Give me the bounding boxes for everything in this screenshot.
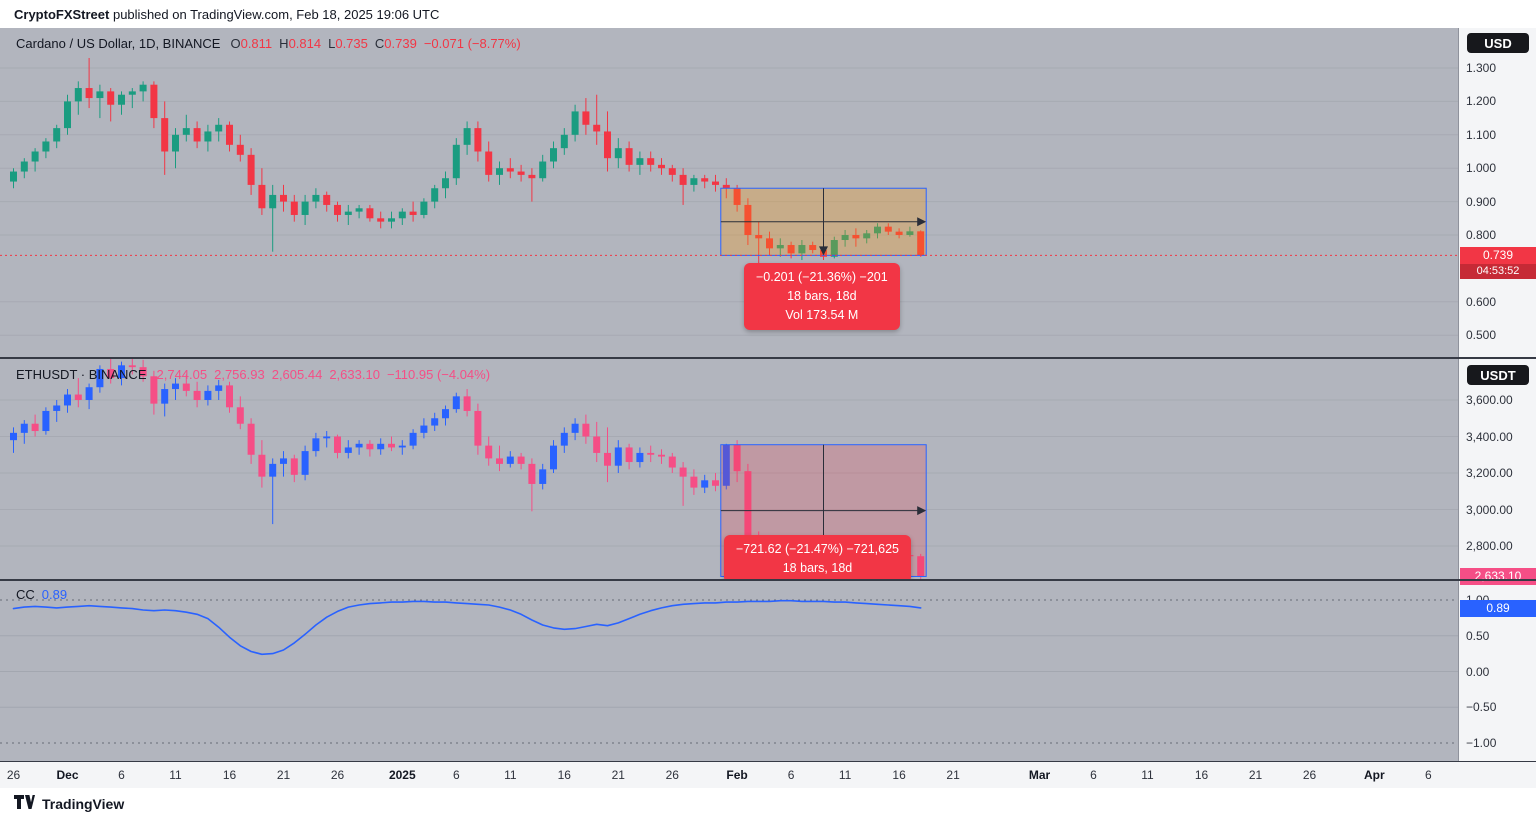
time-axis-label: Mar — [1028, 768, 1051, 782]
price-tick-label: 3,000.00 — [1466, 502, 1513, 517]
ada-change-value: −0.071 (−8.77%) — [423, 36, 521, 51]
time-axis-label: 16 — [557, 768, 571, 782]
attribution-author: CryptoFXStreet — [14, 6, 110, 22]
time-axis-label: 21 — [1248, 768, 1263, 782]
ada-price-pane[interactable]: Cardano / US Dollar, 1D, BINANCE O0.811 H0… — [0, 28, 1458, 357]
eth-price-pane[interactable]: ETHUSDT · BINANCE 2,744.05 2,756.93 2,605.4… — [0, 359, 1458, 579]
attribution-text: published on TradingView.com, Feb 18, 20… — [109, 6, 440, 22]
time-axis-label: Apr — [1363, 768, 1385, 782]
attribution-bar: CryptoFXStreet published on TradingView.… — [0, 0, 1536, 28]
price-tick-label: 1.300 — [1466, 61, 1497, 75]
footer-bar: TradingView — [0, 788, 1536, 820]
cc-indicator-value: 0.89 — [41, 587, 68, 602]
eth-last-price-badge: 2,633.10 — [1460, 568, 1536, 585]
time-axis-label: 6 — [787, 768, 795, 782]
time-axis-label: 6 — [452, 768, 460, 782]
price-tick-label: 1.100 — [1466, 127, 1497, 142]
time-axis-label: 26 — [1302, 768, 1317, 782]
time-axis-label: 21 — [946, 768, 960, 782]
price-tick-label: 3,600.00 — [1466, 393, 1513, 407]
time-axis-label: 11 — [504, 768, 517, 782]
correlation-line-chart[interactable] — [0, 581, 1458, 761]
time-axis-label: 11 — [1141, 768, 1154, 782]
price-tick-label: 0.800 — [1466, 228, 1497, 242]
time-axis-label: 11 — [169, 768, 182, 782]
ada-candlestick-chart[interactable] — [0, 28, 1458, 357]
ada-measure-change: −0.201 (−21.36%) −201 — [756, 270, 888, 284]
price-tick-label: 1.200 — [1466, 94, 1497, 109]
ada-close-value: 0.739 — [384, 36, 417, 51]
eth-change-value: −110.95 (−4.04%) — [386, 367, 491, 382]
ada-symbol-title[interactable]: Cardano / US Dollar, 1D, BINANCE — [16, 36, 221, 51]
eth-measure-bars: 18 bars, 18d — [782, 561, 853, 575]
price-tick-label: 0.500 — [1466, 328, 1497, 343]
ada-high-label: H — [279, 36, 289, 51]
eth-measure-tooltip: −721.62 (−21.47%) −721,625 18 bars, 18d — [724, 535, 911, 579]
ada-countdown-badge: 04:53:52 — [1460, 264, 1536, 279]
pane-divider[interactable] — [0, 357, 1536, 359]
ada-measure-tooltip: −0.201 (−21.36%) −201 18 bars, 18d Vol 1… — [744, 263, 900, 330]
time-axis-label: 16 — [1194, 768, 1209, 782]
eth-legend: ETHUSDT · BINANCE 2,744.05 2,756.93 2,605.4… — [16, 367, 497, 382]
eth-low-value: 2,605.44 — [271, 367, 323, 382]
ada-open-label: O — [230, 36, 241, 51]
price-scale[interactable]: USD USDT 0.739 04:53:52 2,633.10 0.89 1.… — [1458, 28, 1536, 761]
eth-symbol-title[interactable]: ETHUSDT · BINANCE — [16, 367, 147, 382]
eth-high-value: 2,756.93 — [214, 367, 265, 382]
eth-open-value: 2,744.05 — [156, 367, 208, 382]
eth-measure-change: −721.62 (−21.47%) −721,625 — [736, 542, 899, 556]
time-axis-label: 2025 — [388, 768, 416, 782]
time-axis-label: Dec — [56, 768, 79, 782]
pane-divider[interactable] — [0, 579, 1536, 581]
time-axis-label: 21 — [611, 768, 625, 782]
footer-brand-text[interactable]: TradingView — [42, 796, 125, 812]
ada-close-label: C — [374, 36, 385, 51]
price-tick-label: −1.00 — [1466, 736, 1497, 750]
time-axis-label: 11 — [838, 768, 852, 782]
ada-last-price-badge: 0.739 — [1460, 247, 1536, 264]
price-tick-label: 2,800.00 — [1466, 539, 1513, 553]
cc-indicator-title[interactable]: CC — [16, 587, 35, 602]
time-axis-label: 21 — [276, 768, 291, 782]
currency-badge-usd[interactable]: USD — [1467, 33, 1529, 53]
tradingview-logo-icon[interactable] — [14, 794, 35, 814]
cc-legend: CC 0.89 — [16, 587, 67, 602]
currency-badge-usdt[interactable]: USDT — [1467, 365, 1529, 385]
price-tick-label: 0.600 — [1466, 294, 1497, 309]
ada-high-value: 0.814 — [288, 36, 322, 51]
time-scale[interactable]: 26 Dec 6 11 16 21 26 2025 6 11 16 21 26 Feb 6 11 16 21 Mar… — [0, 761, 1536, 788]
ada-open-value: 0.811 — [240, 36, 273, 51]
cc-value-badge: 0.89 — [1460, 600, 1536, 617]
ada-measure-bars: 18 bars, 18d — [787, 289, 857, 303]
price-tick-label: 0.00 — [1466, 664, 1490, 679]
eth-close-value: 2,633.10 — [329, 367, 380, 382]
time-axis-label: 26 — [330, 768, 345, 782]
time-axis-label: 6 — [1090, 768, 1097, 782]
time-axis-label: 26 — [665, 768, 679, 782]
time-axis-label: Feb — [726, 768, 748, 782]
time-axis-label: 6 — [1424, 768, 1432, 782]
price-tick-label: 1.000 — [1466, 161, 1497, 176]
ada-measure-volume: Vol 173.54 M — [785, 308, 859, 322]
time-axis-label: 16 — [892, 768, 906, 782]
correlation-coefficient-pane[interactable]: CC 0.89 — [0, 581, 1458, 761]
price-tick-label: 3,400.00 — [1466, 429, 1513, 444]
eth-candlestick-chart[interactable] — [0, 359, 1458, 579]
price-tick-label: 3,200.00 — [1466, 466, 1513, 480]
time-axis-label: 6 — [118, 768, 125, 782]
ada-low-label: L — [328, 36, 336, 51]
time-axis-label: 16 — [222, 768, 237, 782]
ada-low-value: 0.735 — [335, 36, 368, 51]
price-tick-label: 0.50 — [1466, 628, 1490, 643]
time-axis-label: 26 — [6, 768, 21, 782]
price-tick-label: 0.900 — [1466, 194, 1497, 209]
price-tick-label: −0.50 — [1466, 700, 1497, 715]
ada-legend: Cardano / US Dollar, 1D, BINANCE O0.811 H0… — [16, 36, 521, 51]
